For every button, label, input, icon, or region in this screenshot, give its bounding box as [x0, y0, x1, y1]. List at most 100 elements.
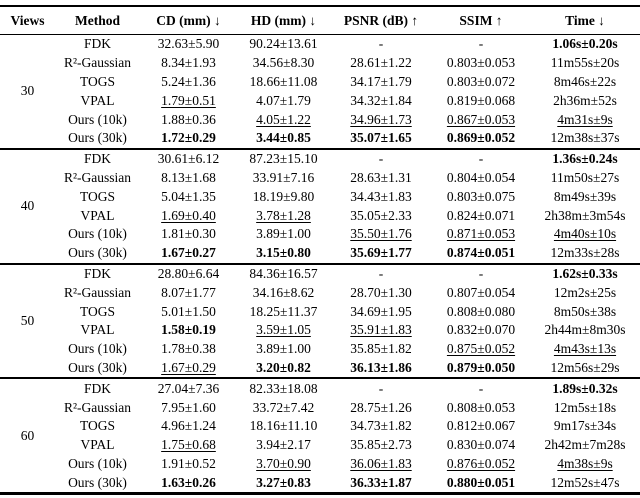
hd-cell: 18.25±11.37: [249, 303, 318, 319]
psnr-cell: 35.91±1.83: [350, 322, 412, 338]
ssim-cell: 0.819±0.068: [446, 92, 516, 108]
cd-cell: 8.34±1.93: [161, 55, 216, 71]
ssim-cell: 0.879±0.050: [446, 359, 516, 375]
table-row: VPAL 1.75±0.68 3.94±2.17 35.85±2.73 0.830±0.…: [0, 436, 640, 455]
psnr-cell: 36.33±1.87: [350, 474, 412, 490]
cd-cell: 1.72±0.29: [161, 130, 216, 146]
psnr-cell: 35.85±1.82: [350, 341, 412, 357]
psnr-cell: 28.63±1.31: [350, 169, 412, 185]
method-cell: Ours (30k): [68, 474, 127, 490]
cd-cell: 1.91±0.52: [161, 455, 216, 471]
cd-cell: 8.07±1.77: [161, 284, 216, 300]
ssim-cell: 0.876±0.052: [446, 455, 516, 471]
hd-cell: 33.91±7.16: [252, 169, 315, 185]
time-cell: 11m50s±27s: [550, 169, 620, 185]
ssim-cell: 0.812±0.067: [446, 418, 516, 434]
time-cell: 12m52s±47s: [550, 474, 620, 490]
hd-cell: 3.15±0.80: [256, 245, 311, 261]
hd-cell: 34.16±8.62: [252, 284, 315, 300]
psnr-cell: 34.43±1.83: [350, 188, 412, 204]
psnr-cell: -: [378, 36, 384, 52]
time-cell: 8m50s±38s: [553, 303, 617, 319]
hd-cell: 18.19±9.80: [252, 188, 315, 204]
ssim-cell: -: [478, 36, 484, 52]
psnr-cell: 34.73±1.82: [350, 418, 412, 434]
cd-cell: 1.67±0.29: [161, 359, 216, 375]
table-row: Ours (30k) 1.63±0.26 3.27±0.83 36.33±1.87 0.…: [0, 473, 640, 493]
table-row: VPAL 1.58±0.19 3.59±1.05 35.91±1.83 0.832±0.…: [0, 321, 640, 340]
cd-cell: 5.24±1.36: [161, 73, 216, 89]
col-header-ssim: SSIM ↑: [432, 6, 530, 35]
time-cell: 12m5s±18s: [553, 399, 617, 415]
method-cell: FDK: [83, 151, 111, 167]
table-row: TOGS 4.96±1.24 18.16±11.10 34.73±1.82 0.812±…: [0, 417, 640, 436]
method-cell: R²-Gaussian: [63, 169, 132, 185]
method-cell: Ours (30k): [68, 245, 127, 261]
table-row: R²-Gaussian 8.34±1.93 34.56±8.30 28.61±1.22…: [0, 54, 640, 73]
table-row: 50 FDK 28.80±6.64 84.36±16.57 - - 1.62s±0.33s: [0, 264, 640, 328]
cd-cell: 30.61±6.12: [157, 151, 220, 167]
ssim-cell: 0.803±0.072: [446, 73, 516, 89]
views-group-50: 50 FDK 28.80±6.64 84.36±16.57 - - 1.62s±0.33s R…: [0, 263, 640, 379]
cd-cell: 1.78±0.38: [161, 341, 216, 357]
psnr-cell: -: [378, 265, 384, 281]
time-cell: 1.89s±0.32s: [552, 380, 618, 396]
psnr-cell: -: [378, 151, 384, 167]
col-header-psnr: PSNR (dB) ↑: [330, 6, 432, 35]
col-header-time: Time ↓: [530, 6, 640, 35]
time-cell: 2h44m±8m30s: [544, 322, 626, 338]
hd-cell: 18.16±11.10: [249, 418, 318, 434]
time-cell: 11m55s±20s: [550, 55, 620, 71]
psnr-cell: 28.70±1.30: [350, 284, 412, 300]
method-cell: VPAL: [80, 437, 115, 453]
time-cell: 2h36m±52s: [553, 92, 617, 108]
views-cell: 50: [20, 312, 35, 328]
cd-cell: 1.79±0.51: [161, 92, 216, 108]
cd-cell: 1.81±0.30: [161, 226, 216, 242]
table-row: Ours (10k) 1.81±0.30 3.89±1.00 35.50±1.76 0.…: [0, 225, 640, 244]
time-cell: 1.62s±0.33s: [552, 265, 618, 281]
psnr-cell: 36.06±1.83: [350, 455, 412, 471]
method-cell: VPAL: [80, 207, 115, 223]
ssim-cell: 0.824±0.071: [446, 207, 516, 223]
psnr-cell: 34.17±1.79: [350, 73, 412, 89]
cd-cell: 7.95±1.60: [161, 399, 216, 415]
time-cell: 4m31s±9s: [557, 111, 613, 127]
time-cell: 2h42m±7m28s: [544, 437, 626, 453]
method-cell: Ours (30k): [68, 359, 127, 375]
cd-cell: 5.04±1.35: [161, 188, 216, 204]
table-row: Ours (10k) 1.91±0.52 3.70±0.90 36.06±1.83 0.…: [0, 455, 640, 474]
psnr-cell: 35.85±2.73: [350, 437, 412, 453]
ssim-cell: 0.874±0.051: [446, 245, 516, 261]
ssim-cell: 0.808±0.080: [446, 303, 516, 319]
table-row: 30 FDK 32.63±5.90 90.24±13.61 - - 1.06s±0.20s: [0, 35, 640, 98]
method-cell: FDK: [83, 380, 111, 396]
table-row: VPAL 1.79±0.51 4.07±1.79 34.32±1.84 0.819±0.…: [0, 91, 640, 110]
method-cell: FDK: [83, 265, 111, 281]
hd-cell: 18.66±11.08: [249, 73, 318, 89]
ssim-cell: 0.875±0.052: [446, 341, 516, 357]
time-cell: 8m46s±22s: [553, 73, 617, 89]
psnr-cell: 28.61±1.22: [350, 55, 412, 71]
hd-cell: 33.72±7.42: [252, 399, 315, 415]
method-cell: R²-Gaussian: [63, 399, 132, 415]
table-row: R²-Gaussian 7.95±1.60 33.72±7.42 28.75±1.26…: [0, 398, 640, 417]
psnr-cell: 34.96±1.73: [350, 111, 412, 127]
method-cell: TOGS: [79, 418, 115, 434]
method-cell: FDK: [83, 36, 111, 52]
col-header-hd: HD (mm) ↓: [237, 6, 330, 35]
table-row: Ours (30k) 1.72±0.29 3.44±0.85 35.07±1.65 0.…: [0, 129, 640, 149]
table-row: Ours (30k) 1.67±0.29 3.20±0.82 36.13±1.86 0.…: [0, 359, 640, 379]
cd-cell: 32.63±5.90: [157, 36, 220, 52]
time-cell: 4m43s±13s: [553, 341, 617, 357]
hd-cell: 3.20±0.82: [256, 359, 311, 375]
ssim-cell: 0.803±0.053: [446, 55, 516, 71]
col-header-views: Views: [0, 6, 55, 35]
method-cell: Ours (10k): [68, 341, 127, 357]
method-cell: Ours (10k): [68, 455, 127, 471]
method-cell: R²-Gaussian: [63, 55, 132, 71]
views-cell: 40: [20, 198, 35, 214]
hd-cell: 3.78±1.28: [256, 207, 311, 223]
ssim-cell: 0.803±0.075: [446, 188, 516, 204]
cd-cell: 1.63±0.26: [161, 474, 216, 490]
